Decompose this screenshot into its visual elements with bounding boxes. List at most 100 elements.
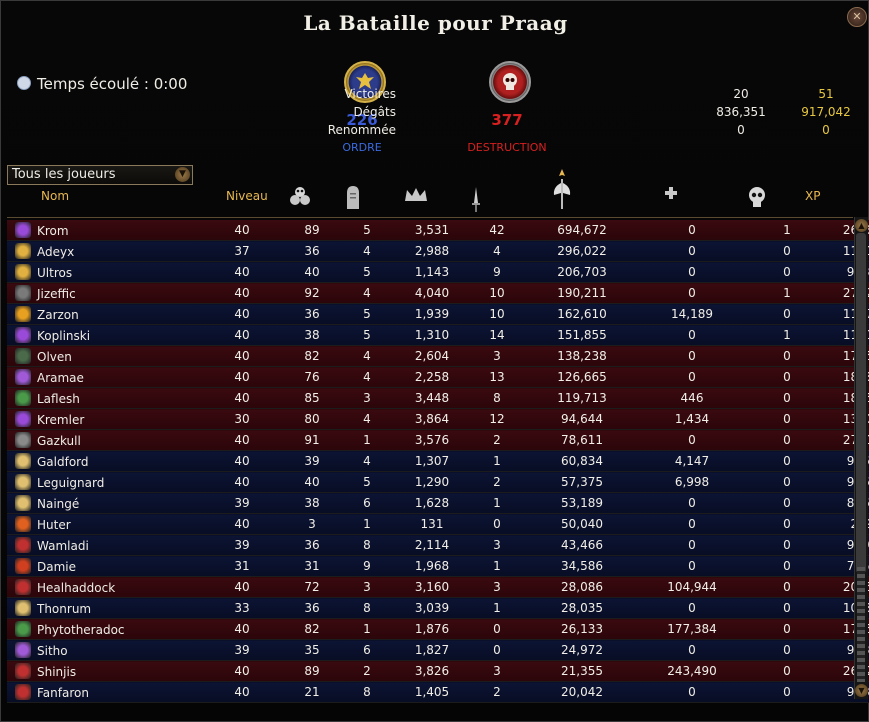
- player-name-cell[interactable]: Phytotheradoc: [7, 618, 197, 640]
- player-table: Krom408953,53142694,6720126762Adeyx37364…: [7, 220, 869, 703]
- cell-kills: 36: [287, 534, 337, 556]
- player-name-cell[interactable]: Jizeffic: [7, 282, 197, 304]
- cell-deaths: 0: [747, 261, 827, 283]
- cell-healing: 14,189: [637, 303, 747, 325]
- order-stat-value: 836,351: [716, 105, 766, 119]
- class-icon: [15, 579, 31, 595]
- player-name-cell[interactable]: Galdford: [7, 450, 197, 472]
- player-name-cell[interactable]: Kremler: [7, 408, 197, 430]
- player-name-cell[interactable]: Wamladi: [7, 534, 197, 556]
- cell-level: 40: [197, 513, 287, 535]
- cell-healing: 0: [637, 240, 747, 262]
- cell-deaths: 0: [747, 660, 827, 682]
- skulls-pile-icon[interactable]: [289, 185, 311, 213]
- cell-deathblows: 1: [337, 618, 397, 640]
- cell-deaths: 0: [747, 555, 827, 577]
- stat-label: Renommée: [327, 123, 396, 137]
- clock-icon: [17, 76, 31, 90]
- cell-kills: 85: [287, 387, 337, 409]
- close-icon[interactable]: ✕: [847, 7, 867, 27]
- plus-icon[interactable]: [664, 185, 678, 204]
- cell-solo: 42: [467, 220, 527, 241]
- cell-deathblows: 5: [337, 261, 397, 283]
- cell-healing: 0: [637, 597, 747, 619]
- column-header-xp[interactable]: XP: [805, 189, 821, 203]
- cell-level: 37: [197, 240, 287, 262]
- scroll-down-icon[interactable]: ▼: [855, 684, 868, 697]
- destruction-stat-value: 917,042: [801, 105, 851, 119]
- player-name-cell[interactable]: Damie: [7, 555, 197, 577]
- player-name-cell[interactable]: Sitho: [7, 639, 197, 661]
- player-name-cell[interactable]: Laflesh: [7, 387, 197, 409]
- player-name-cell[interactable]: Zarzon: [7, 303, 197, 325]
- player-filter-dropdown[interactable]: Tous les joueurs ▼: [7, 165, 193, 185]
- player-name: Olven: [37, 350, 72, 364]
- cell-healing: 0: [637, 639, 747, 661]
- cell-renown: 3,160: [397, 576, 467, 598]
- column-header-name[interactable]: Nom: [41, 189, 70, 203]
- player-name-cell[interactable]: Fanfaron: [7, 681, 197, 703]
- dagger-icon[interactable]: [470, 185, 482, 219]
- cell-damage: 190,211: [527, 282, 637, 304]
- column-header-level[interactable]: Niveau: [226, 189, 268, 203]
- player-name-cell[interactable]: Olven: [7, 345, 197, 367]
- player-name: Jizeffic: [37, 287, 76, 301]
- player-name-cell[interactable]: Naingé: [7, 492, 197, 514]
- table-row[interactable]: Healhaddock407233,160328,086104,94402005…: [7, 576, 869, 598]
- player-name-cell[interactable]: Thonrum: [7, 597, 197, 619]
- axe-icon[interactable]: [550, 167, 574, 217]
- scrollbar-thumb[interactable]: [856, 233, 866, 573]
- cell-renown: 3,576: [397, 429, 467, 451]
- cell-damage: 206,703: [527, 261, 637, 283]
- player-name: Wamladi: [37, 539, 89, 553]
- table-row[interactable]: Phytotheradoc408211,876026,133177,384017…: [7, 618, 869, 640]
- crown-icon[interactable]: [403, 185, 429, 209]
- player-name-cell[interactable]: Healhaddock: [7, 576, 197, 598]
- cell-kills: 89: [287, 660, 337, 682]
- player-name-cell[interactable]: Krom: [7, 220, 197, 241]
- player-name-cell[interactable]: Adeyx: [7, 240, 197, 262]
- cell-deaths: 0: [747, 513, 827, 535]
- class-icon: [15, 600, 31, 616]
- player-name-cell[interactable]: Koplinski: [7, 324, 197, 346]
- scroll-up-icon[interactable]: ▲: [855, 219, 868, 232]
- player-name-cell[interactable]: Gazkull: [7, 429, 197, 451]
- cell-kills: 76: [287, 366, 337, 388]
- player-name: Phytotheradoc: [37, 623, 125, 637]
- scrollbar[interactable]: ▲ ▼: [854, 217, 868, 699]
- cell-deathblows: 5: [337, 220, 397, 241]
- skull-icon[interactable]: [747, 185, 767, 215]
- player-name-cell[interactable]: Huter: [7, 513, 197, 535]
- player-name-cell[interactable]: Shinjis: [7, 660, 197, 682]
- cell-renown: 1,939: [397, 303, 467, 325]
- tombstone-icon[interactable]: [345, 185, 361, 215]
- chevron-down-icon[interactable]: ▼: [175, 167, 190, 182]
- player-name-cell[interactable]: Aramae: [7, 366, 197, 388]
- player-name-cell[interactable]: Leguignard: [7, 471, 197, 493]
- cell-kills: 72: [287, 576, 337, 598]
- elapsed-time: Temps écoulé : 0:00: [17, 75, 187, 93]
- cell-deaths: 0: [747, 366, 827, 388]
- player-name-cell[interactable]: Ultros: [7, 261, 197, 283]
